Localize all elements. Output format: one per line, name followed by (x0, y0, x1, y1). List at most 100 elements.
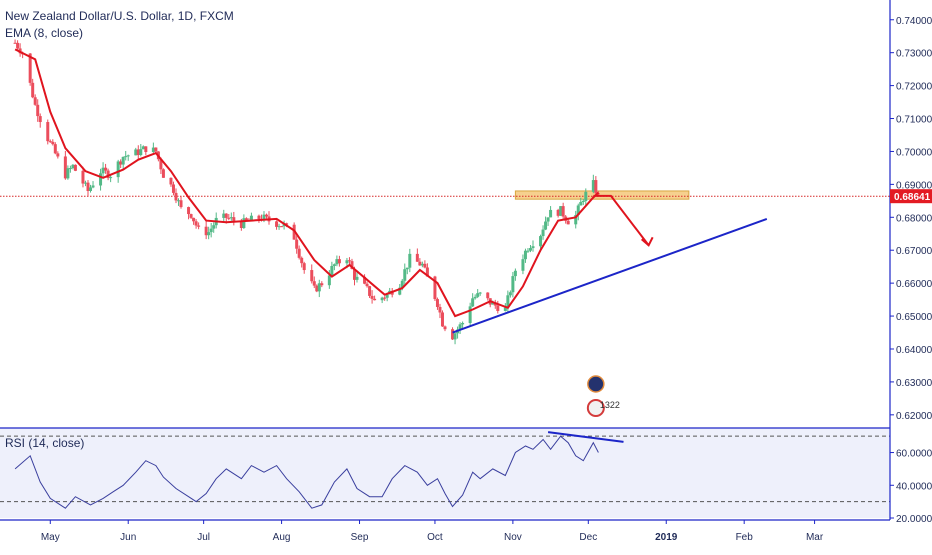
candle-body (232, 217, 236, 222)
rsi-layer (0, 431, 890, 509)
candle-body (144, 146, 148, 153)
candle-body (207, 232, 211, 236)
candle-body (315, 285, 319, 292)
candle-body (109, 177, 113, 179)
rsi-tick-label: 20.0000 (896, 514, 932, 525)
rsi-line (14, 435, 599, 509)
candle-body (91, 185, 95, 188)
candle-body (204, 226, 208, 236)
candle-body (197, 225, 201, 227)
candle-body (461, 322, 465, 325)
price-tick-label: 0.73000 (896, 49, 932, 60)
candle-body (408, 253, 412, 268)
candle-body (257, 215, 261, 219)
rsi-label: RSI (14, close) (5, 436, 85, 450)
candle-body (368, 286, 372, 296)
price-tick-label: 0.65000 (896, 312, 932, 323)
time-tick-label: Sep (351, 532, 369, 543)
candle-body (511, 276, 515, 293)
candle-body (576, 205, 580, 216)
candle-body (335, 259, 339, 265)
candle-body (350, 261, 354, 269)
candle-body (73, 164, 77, 171)
candle-body (433, 276, 437, 300)
candle-body (355, 276, 359, 280)
candle-body (435, 299, 439, 307)
candle-body (591, 180, 595, 192)
candle-body (189, 214, 193, 218)
candle-body (239, 221, 243, 229)
candle-body (224, 213, 228, 218)
candle-body (275, 221, 279, 227)
candle-body (546, 217, 550, 222)
candle-body (99, 173, 103, 186)
candle-body (209, 228, 213, 233)
candle-body (134, 149, 138, 156)
candle-body (440, 312, 444, 327)
candle-body (104, 167, 108, 171)
candle-body (400, 280, 404, 288)
candle-body (302, 263, 306, 271)
candle-body (415, 253, 419, 262)
time-tick-label: Aug (273, 532, 291, 543)
candle-body (521, 259, 525, 271)
price-tick-label: 0.63000 (896, 378, 932, 389)
candle-body (192, 217, 196, 222)
candle-body (556, 209, 560, 216)
price-tick-label: 0.62000 (896, 411, 932, 422)
candle-body (151, 147, 155, 153)
candle-body (177, 200, 181, 202)
time-tick-label: Jun (120, 532, 136, 543)
candle-body (503, 307, 507, 311)
candle-body (48, 141, 52, 143)
annotation-back-layer (0, 190, 890, 200)
ema-label: EMA (8, close) (5, 26, 84, 40)
candle-body (68, 168, 72, 170)
candle-body (262, 214, 266, 220)
candle-body (300, 257, 304, 264)
candle-body (310, 270, 314, 282)
candle-body (212, 225, 216, 229)
candle-body (330, 265, 334, 276)
candle-body (46, 122, 50, 142)
candle-body (506, 295, 510, 308)
candle-body (539, 236, 543, 247)
trendline (452, 217, 768, 334)
rsi-tick-label: 60.0000 (896, 449, 932, 460)
rsi-tick-label: 40.0000 (896, 481, 932, 492)
time-tick-label: 2019 (655, 532, 678, 543)
price-tick-label: 0.70000 (896, 147, 932, 158)
candle-body (561, 206, 565, 217)
candle-body (471, 298, 475, 307)
candle-body (136, 149, 140, 156)
candle-body (327, 275, 331, 286)
time-tick-label: Dec (579, 532, 597, 543)
candle-body (317, 283, 321, 292)
candle-body (541, 229, 545, 237)
candle-body (227, 217, 231, 219)
candle-body (13, 42, 17, 44)
candle-body (403, 269, 407, 281)
candle-body (491, 302, 495, 305)
price-tick-label: 0.69000 (896, 180, 932, 191)
time-tick-label: Oct (427, 532, 443, 543)
price-tick-label: 0.68000 (896, 213, 932, 224)
candle-body (345, 260, 349, 264)
candle-body (584, 191, 588, 201)
candle-body (244, 218, 248, 221)
candle-body (222, 213, 226, 218)
candle-body (347, 260, 351, 262)
candle-body (16, 42, 20, 49)
candle-body (51, 141, 55, 145)
candle-body (141, 146, 145, 150)
candle-body (161, 169, 165, 178)
candle-body (581, 200, 585, 203)
forecast-arrow (593, 194, 650, 246)
candle-body (83, 182, 87, 184)
candle-body (229, 217, 233, 219)
current-price-tag (890, 189, 932, 204)
candle-body (28, 53, 32, 83)
candle-body (38, 116, 42, 123)
candle-body (418, 261, 422, 266)
